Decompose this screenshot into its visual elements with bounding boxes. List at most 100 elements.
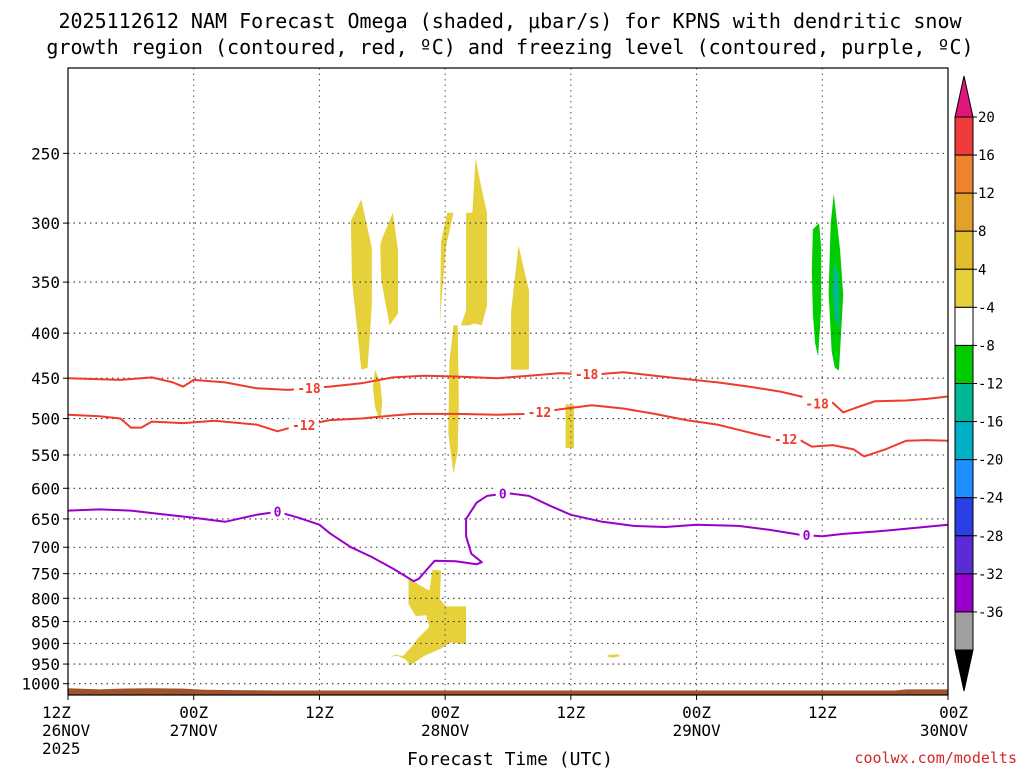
x-tick-label-12-2: 27NOV — [170, 721, 219, 740]
contour-label--12-0: -12 — [292, 419, 315, 434]
colorbar-swatch-3 — [954, 230, 974, 270]
contour-label-bg--18-0 — [293, 381, 324, 396]
colorbar-label-9: -20 — [978, 453, 1003, 469]
omega-region-0-4 — [511, 245, 529, 370]
y-tick-label-850: 850 — [31, 613, 60, 632]
omega-region-0-2 — [372, 369, 383, 423]
colorbar-swatch-9 — [954, 459, 974, 499]
colorbar-swatch-12 — [954, 573, 974, 613]
x-tick-label-0-1: 12Z — [42, 703, 71, 722]
y-tick-label-600: 600 — [31, 479, 60, 498]
colorbar-swatch-1 — [954, 154, 974, 194]
omega-region-2-0 — [832, 261, 839, 329]
colorbar-swatch-7 — [954, 383, 974, 423]
contour-label-0-1: 0 — [499, 487, 507, 502]
omega-region-0-5 — [565, 404, 574, 448]
contour-label-0-0: 0 — [274, 505, 282, 520]
contour-label--12-1: -12 — [528, 406, 551, 421]
x-tick-label-84-1: 00Z — [939, 703, 968, 722]
y-tick-label-900: 900 — [31, 634, 60, 653]
colorbar-label-0: 20 — [978, 110, 995, 126]
y-tick-label-250: 250 — [31, 144, 60, 163]
colorbar-label-5: -4 — [978, 300, 995, 316]
contour-label-0-2: 0 — [803, 529, 811, 544]
y-tick-label-500: 500 — [31, 410, 60, 429]
plot-area: -18 -18 -18 -12 -12 -12 0 0 0 — [67, 67, 949, 696]
y-tick-label-350: 350 — [31, 273, 60, 292]
omega-region-0-0 — [350, 199, 372, 370]
x-tick-label-12-1: 00Z — [179, 703, 208, 722]
contour-label-bg--18-2 — [802, 396, 833, 411]
x-tick-label-36-1: 00Z — [431, 703, 460, 722]
x-tick-label-36-2: 28NOV — [421, 721, 470, 740]
y-tick-label-950: 950 — [31, 655, 60, 674]
y-tick-label-400: 400 — [31, 324, 60, 343]
terrain-polygon — [68, 688, 948, 695]
x-tick-label-48-1: 12Z — [556, 703, 585, 722]
omega-region-0-3 — [439, 157, 487, 474]
contour-label-bg-0-1 — [495, 486, 510, 501]
colorbar-swatch-8 — [954, 421, 974, 461]
omega-region-0-1 — [380, 212, 398, 326]
contour-label-bg--12-1 — [524, 405, 555, 420]
omega-region-1-0 — [811, 223, 822, 357]
colorbar-label-7: -12 — [978, 377, 1003, 393]
x-tick-label-60-2: 29NOV — [672, 721, 721, 740]
omega-region-0-6 — [390, 569, 467, 666]
colorbar-swatch-13 — [954, 611, 974, 651]
y-tick-label-750: 750 — [31, 565, 60, 584]
contour-label--18-0: -18 — [297, 382, 321, 397]
x-tick-label-24-1: 12Z — [305, 703, 334, 722]
chart-title-line-2: growth region (contoured, red, ºC) and f… — [46, 35, 973, 59]
pressure-axis: 250 300 350 400 450 500 550 600 650 700 750 800 850 9… — [21, 144, 68, 694]
y-tick-label-450: 450 — [31, 369, 60, 388]
y-tick-label-650: 650 — [31, 510, 60, 529]
colorbar-label-13: -36 — [978, 605, 1003, 621]
x-tick-label-0-3: 2025 — [42, 739, 81, 758]
chart-title-line-1: 2025112612 NAM Forecast Omega (shaded, μ… — [58, 9, 962, 33]
x-axis-label: Forecast Time (UTC) — [407, 749, 613, 768]
contour-label-bg--18-1 — [571, 367, 602, 382]
colorbar-bottom-arrow — [954, 649, 974, 692]
colorbar-swatch-2 — [954, 192, 974, 232]
colorbar-label-4: 4 — [978, 262, 986, 278]
y-tick-label-1000: 1000 — [21, 675, 60, 694]
y-tick-label-800: 800 — [31, 589, 60, 608]
plot-background — [68, 68, 948, 695]
omega-shading — [350, 157, 844, 666]
colorbar-label-2: 12 — [978, 186, 995, 202]
contour-label-bg--12-2 — [770, 432, 801, 447]
colorbar-top-arrow — [954, 75, 974, 118]
colorbar-swatch-11 — [954, 535, 974, 575]
contour-label--18-2: -18 — [805, 397, 829, 412]
x-tick-label-84-2: 30NOV — [920, 721, 969, 740]
colorbar-label-3: 8 — [978, 224, 986, 240]
colorbar-swatch-4 — [954, 268, 974, 308]
x-tick-label-60-1: 00Z — [682, 703, 711, 722]
omega-region-0-7 — [607, 654, 621, 658]
colorbar-label-11: -28 — [978, 529, 1003, 545]
colorbar-label-6: -8 — [978, 338, 995, 354]
y-tick-label-300: 300 — [31, 214, 60, 233]
colorbar-label-12: -32 — [978, 567, 1003, 583]
colorbar-label-1: 16 — [978, 148, 995, 164]
y-tick-label-550: 550 — [31, 446, 60, 465]
y-tick-label-700: 700 — [31, 538, 60, 557]
contour-lines: -18 -18 -18 -12 -12 -12 0 0 0 — [67, 367, 949, 583]
colorbar-label-8: -16 — [978, 415, 1003, 431]
omega-colorbar: 20 16 12 8 4 -4 -8 -12 -16 -20 -24 -28 -32 -36 — [954, 75, 1003, 692]
colorbar-swatch-0 — [954, 116, 974, 156]
plot-frame — [67, 67, 949, 696]
colorbar-swatch-5 — [954, 306, 974, 346]
x-tick-label-0-2: 26NOV — [42, 721, 91, 740]
contour-label-bg-0-2 — [799, 528, 814, 543]
contour-label-bg-0-0 — [270, 504, 285, 519]
terrain-fill — [68, 688, 948, 695]
colorbar-label-10: -24 — [978, 491, 1003, 507]
colorbar-swatch-10 — [954, 497, 974, 537]
contour-label--18-1: -18 — [575, 368, 599, 383]
contour-label--12-2: -12 — [774, 433, 797, 448]
credit-text: coolwx.com/modelts — [854, 749, 1017, 767]
colorbar-swatch-6 — [954, 344, 974, 384]
